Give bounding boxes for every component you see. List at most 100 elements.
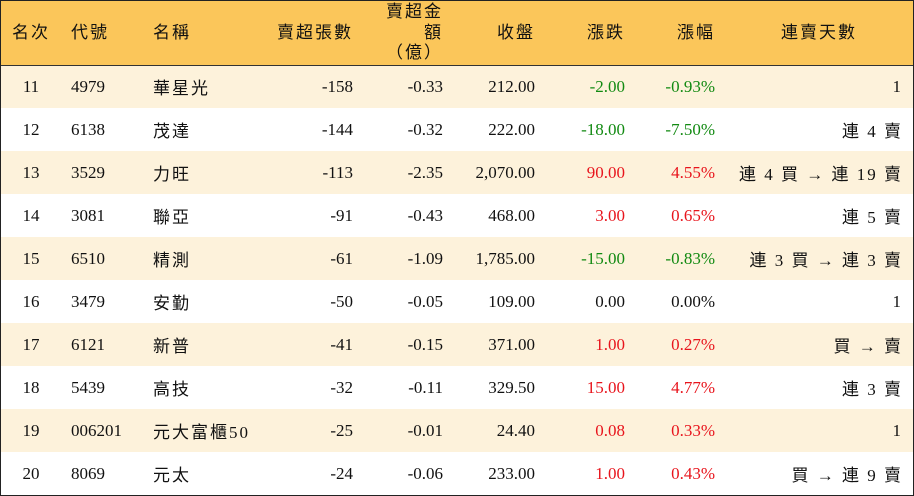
cell-close: 109.00	[488, 291, 535, 311]
cell-code: 6121	[71, 334, 105, 354]
cell-rank: 11	[22, 76, 40, 96]
cell-amount: -0.05	[407, 291, 443, 311]
cell-days: 1	[892, 420, 903, 440]
header-close: 收盤	[453, 1, 545, 66]
cell-amount: -0.06	[407, 463, 443, 483]
table-row: 18 5439 高技 -32 -0.11 329.50 15.00 4.77% 連 3 賣	[1, 366, 913, 409]
cell-lots: -61	[330, 248, 353, 268]
table-header: 名次 代號 名稱 賣超張數 賣超金額 （億） 收盤 漲跌 漲幅 連賣天數	[1, 1, 913, 66]
cell-days: 連 3 賣	[842, 380, 903, 399]
header-days: 連賣天數	[725, 1, 913, 66]
cell-lots: -91	[330, 205, 353, 225]
cell-amount: -0.11	[408, 377, 443, 397]
cell-close: 2,070.00	[475, 162, 536, 182]
cell-name: 力旺	[153, 165, 191, 184]
table-row: 14 3081 聯亞 -91 -0.43 468.00 3.00 0.65% 連 5 賣	[1, 194, 913, 237]
header-amount-line1: 賣超金額	[386, 2, 443, 42]
cell-rank: 19	[22, 420, 40, 440]
cell-name: 華星光	[153, 79, 210, 99]
cell-rank: 18	[22, 377, 40, 397]
cell-change: -15.00	[581, 248, 625, 268]
cell-code: 5439	[71, 377, 105, 397]
cell-change: 1.00	[595, 463, 625, 483]
cell-pct: 4.77%	[671, 377, 715, 397]
cell-code: 6510	[71, 248, 105, 268]
cell-close: 24.40	[496, 420, 535, 440]
header-amount-line2: （億）	[386, 42, 443, 62]
header-row: 名次 代號 名稱 賣超張數 賣超金額 （億） 收盤 漲跌 漲幅 連賣天數	[1, 1, 913, 66]
cell-close: 233.00	[488, 463, 535, 483]
cell-close: 212.00	[488, 76, 535, 96]
cell-days: 買 → 連 9 賣	[791, 466, 903, 485]
cell-lots: -24	[330, 463, 353, 483]
cell-days: 連 3 買 → 連 3 賣	[749, 251, 903, 270]
cell-change: 15.00	[586, 377, 625, 397]
cell-days: 連 5 賣	[842, 208, 903, 227]
header-rank: 名次	[1, 1, 61, 66]
cell-lots: -144	[321, 119, 353, 139]
cell-lots: -113	[322, 162, 353, 182]
cell-days: 1	[892, 291, 903, 311]
cell-change: 1.00	[595, 334, 625, 354]
cell-rank: 12	[22, 119, 40, 139]
cell-name: 安勤	[153, 294, 191, 313]
cell-change: -18.00	[581, 119, 625, 139]
cell-code: 4979	[71, 76, 105, 96]
header-change: 漲跌	[545, 1, 635, 66]
cell-name: 茂達	[153, 122, 191, 141]
header-amount: 賣超金額 （億）	[363, 1, 453, 66]
cell-pct: -7.50%	[665, 119, 715, 139]
cell-code: 006201	[71, 420, 122, 440]
table-row: 13 3529 力旺 -113 -2.35 2,070.00 90.00 4.55% 連 4 買…	[1, 151, 913, 194]
cell-rank: 16	[22, 291, 40, 311]
cell-pct: 0.27%	[671, 334, 715, 354]
cell-amount: -0.15	[407, 334, 443, 354]
cell-rank: 20	[22, 463, 40, 483]
cell-days: 連 4 賣	[842, 122, 903, 141]
cell-pct: 0.33%	[671, 420, 715, 440]
table-row: 12 6138 茂達 -144 -0.32 222.00 -18.00 -7.50% 連 4 賣	[1, 108, 913, 151]
cell-name: 新普	[153, 337, 191, 356]
cell-pct: 0.65%	[671, 205, 715, 225]
cell-name: 元太	[153, 466, 191, 485]
header-name: 名稱	[143, 1, 261, 66]
cell-days: 1	[892, 76, 903, 96]
cell-close: 222.00	[488, 119, 535, 139]
cell-close: 1,785.00	[475, 248, 536, 268]
cell-change: 0.08	[595, 420, 625, 440]
cell-amount: -0.43	[407, 205, 443, 225]
cell-code: 3081	[71, 205, 105, 225]
cell-pct: 0.00%	[671, 291, 715, 311]
cell-change: -2.00	[589, 76, 625, 96]
header-lots: 賣超張數	[261, 1, 363, 66]
cell-change: 3.00	[595, 205, 625, 225]
table-row: 19 006201 元大富櫃50 -25 -0.01 24.40 0.08 0.33% 1	[1, 409, 913, 452]
cell-code: 3529	[71, 162, 105, 182]
cell-close: 371.00	[488, 334, 535, 354]
cell-change: 90.00	[586, 162, 625, 182]
cell-days: 買 → 賣	[833, 337, 903, 356]
cell-code: 8069	[71, 463, 105, 483]
cell-pct: 0.43%	[671, 463, 715, 483]
cell-lots: -32	[330, 377, 353, 397]
cell-rank: 13	[22, 162, 40, 182]
cell-name: 元大富櫃50	[153, 423, 250, 442]
cell-code: 3479	[71, 291, 105, 311]
cell-amount: -1.09	[407, 248, 443, 268]
cell-lots: -158	[321, 76, 353, 96]
cell-days: 連 4 買 → 連 19 賣	[739, 165, 903, 184]
cell-rank: 15	[22, 248, 40, 268]
table-body: 11 4979 華星光 -158 -0.33 212.00 -2.00 -0.93% 1 12 61…	[1, 65, 913, 495]
table-row: 17 6121 新普 -41 -0.15 371.00 1.00 0.27% 買 → 賣	[1, 323, 913, 366]
cell-code: 6138	[71, 119, 105, 139]
header-code: 代號	[61, 1, 143, 66]
cell-name: 精測	[153, 251, 191, 270]
cell-rank: 14	[22, 205, 40, 225]
cell-name: 高技	[153, 380, 191, 399]
cell-lots: -41	[330, 334, 353, 354]
cell-amount: -0.32	[407, 119, 443, 139]
cell-pct: 4.55%	[671, 162, 715, 182]
cell-amount: -2.35	[407, 162, 443, 182]
